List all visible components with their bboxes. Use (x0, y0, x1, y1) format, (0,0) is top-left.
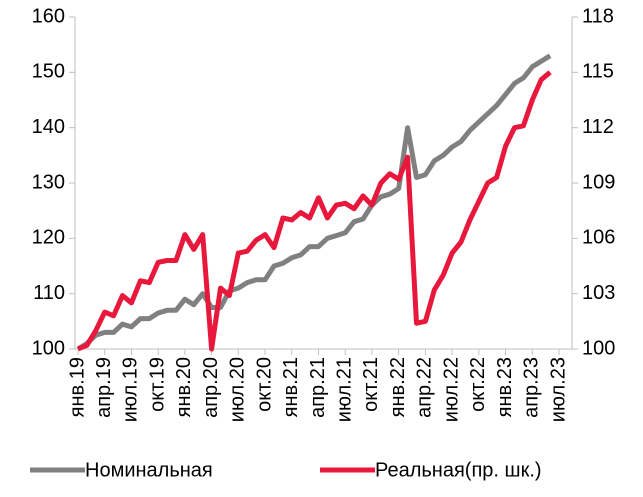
y2-tick-label: 100 (582, 337, 615, 359)
y-tick-label: 130 (32, 171, 65, 193)
y-tick-label: 150 (32, 61, 65, 83)
y-tick-label: 120 (32, 227, 65, 249)
series-line (76, 53, 552, 352)
x-tick-label: июл.19 (120, 357, 142, 422)
y2-tick-label: 118 (582, 5, 614, 27)
x-tick-label: янв.21 (280, 357, 302, 417)
x-tick-label: апр.20 (200, 357, 222, 418)
x-tick-label: окт.22 (467, 357, 489, 412)
x-tick-label: янв.19 (66, 357, 88, 417)
x-tick-label: июл.21 (334, 357, 356, 422)
x-tick-label: апр.22 (414, 357, 436, 418)
y2-tick-label: 112 (582, 116, 614, 138)
x-tick-label: янв.22 (387, 357, 409, 417)
x-tick-label: июл.22 (440, 357, 462, 422)
y2-tick-label: 103 (582, 282, 615, 304)
x-tick-label: окт.21 (360, 357, 382, 412)
y-tick-label: 160 (32, 5, 65, 27)
legend-label: Реальная(пр. шк.) (375, 459, 542, 481)
y2-tick-label: 115 (582, 61, 614, 83)
x-tick-label: янв.20 (173, 357, 195, 417)
y-tick-label: 100 (32, 337, 65, 359)
x-tick-label: апр.21 (307, 357, 329, 418)
x-tick-label: окт.20 (253, 357, 275, 412)
y-tick-label: 140 (32, 116, 65, 138)
y2-tick-label: 106 (582, 227, 615, 249)
x-tick-label: апр.19 (93, 357, 115, 418)
y-tick-label: 110 (33, 282, 65, 304)
y2-tick-label: 109 (582, 171, 615, 193)
legend-label: Номинальная (85, 459, 213, 481)
x-tick-label: июл.23 (547, 357, 569, 422)
x-tick-label: июл.20 (227, 357, 249, 422)
x-tick-label: апр.23 (521, 357, 543, 418)
x-tick-label: янв.23 (494, 357, 516, 417)
x-tick-label: окт.19 (146, 357, 168, 412)
series-line (77, 70, 552, 352)
